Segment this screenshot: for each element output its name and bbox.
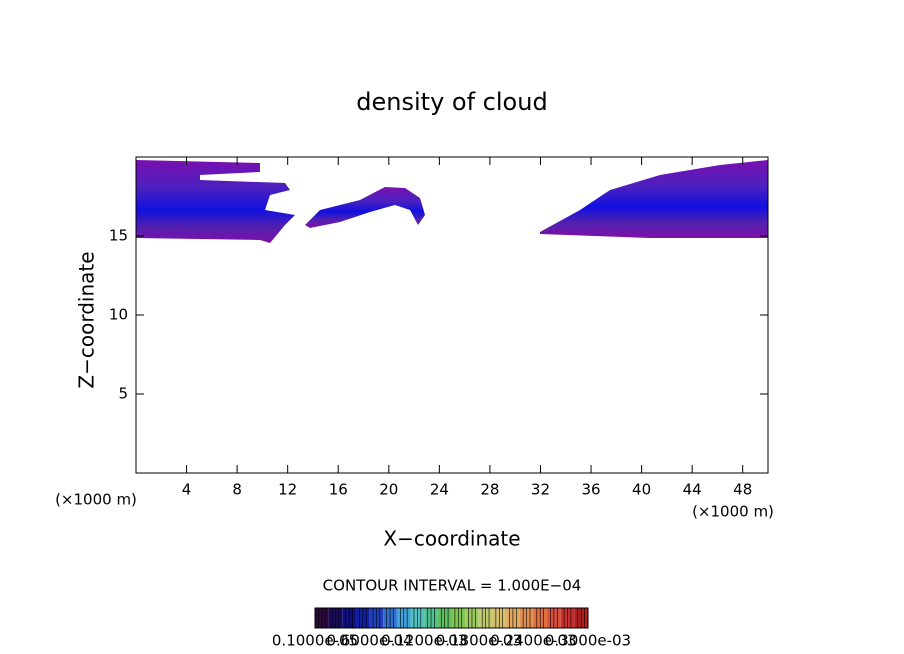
colorbar-label: 0.3000e-03 — [545, 632, 631, 650]
annotation: CONTOUR INTERVAL = 1.000E−04 — [323, 577, 582, 595]
x-tick-label: 44 — [683, 481, 702, 499]
cloud-region — [540, 160, 768, 238]
x-tick-label: 12 — [278, 481, 297, 499]
x-unit: (×1000 m) — [692, 503, 774, 521]
x-tick-label: 8 — [232, 481, 242, 499]
x-tick-label: 16 — [329, 481, 348, 499]
colorbar-frame — [314, 607, 589, 629]
x-tick-label: 48 — [733, 481, 752, 499]
cloud-regions — [136, 160, 768, 243]
cloud-region — [305, 187, 425, 228]
colorbar-label: 0.6000e-04 — [326, 632, 412, 650]
x-tick-label: 32 — [531, 481, 550, 499]
x-tick-label: 20 — [379, 481, 398, 499]
y-tick-label: 5 — [118, 385, 128, 403]
colorbar-label: 0.1000e-05 — [272, 632, 358, 650]
y-unit: (×1000 m) — [55, 491, 137, 509]
chart-title: density of cloud — [356, 88, 547, 116]
x-tick-label: 24 — [430, 481, 449, 499]
y-tick-label: 10 — [109, 306, 128, 324]
colorbar-label: 0.2400e-03 — [490, 632, 576, 650]
x-tick-label: 40 — [632, 481, 651, 499]
colorbar-label: 0.1800e-03 — [436, 632, 522, 650]
y-tick-label: 15 — [109, 227, 128, 245]
x-tick-label: 28 — [480, 481, 499, 499]
x-axis-label: X−coordinate — [383, 527, 520, 551]
cloud-region — [136, 160, 295, 243]
colorbar-label: 0.1200e-03 — [381, 632, 467, 650]
y-axis-label: Z−coordinate — [75, 251, 99, 388]
x-tick-label: 36 — [581, 481, 600, 499]
x-tick-label: 4 — [182, 481, 192, 499]
